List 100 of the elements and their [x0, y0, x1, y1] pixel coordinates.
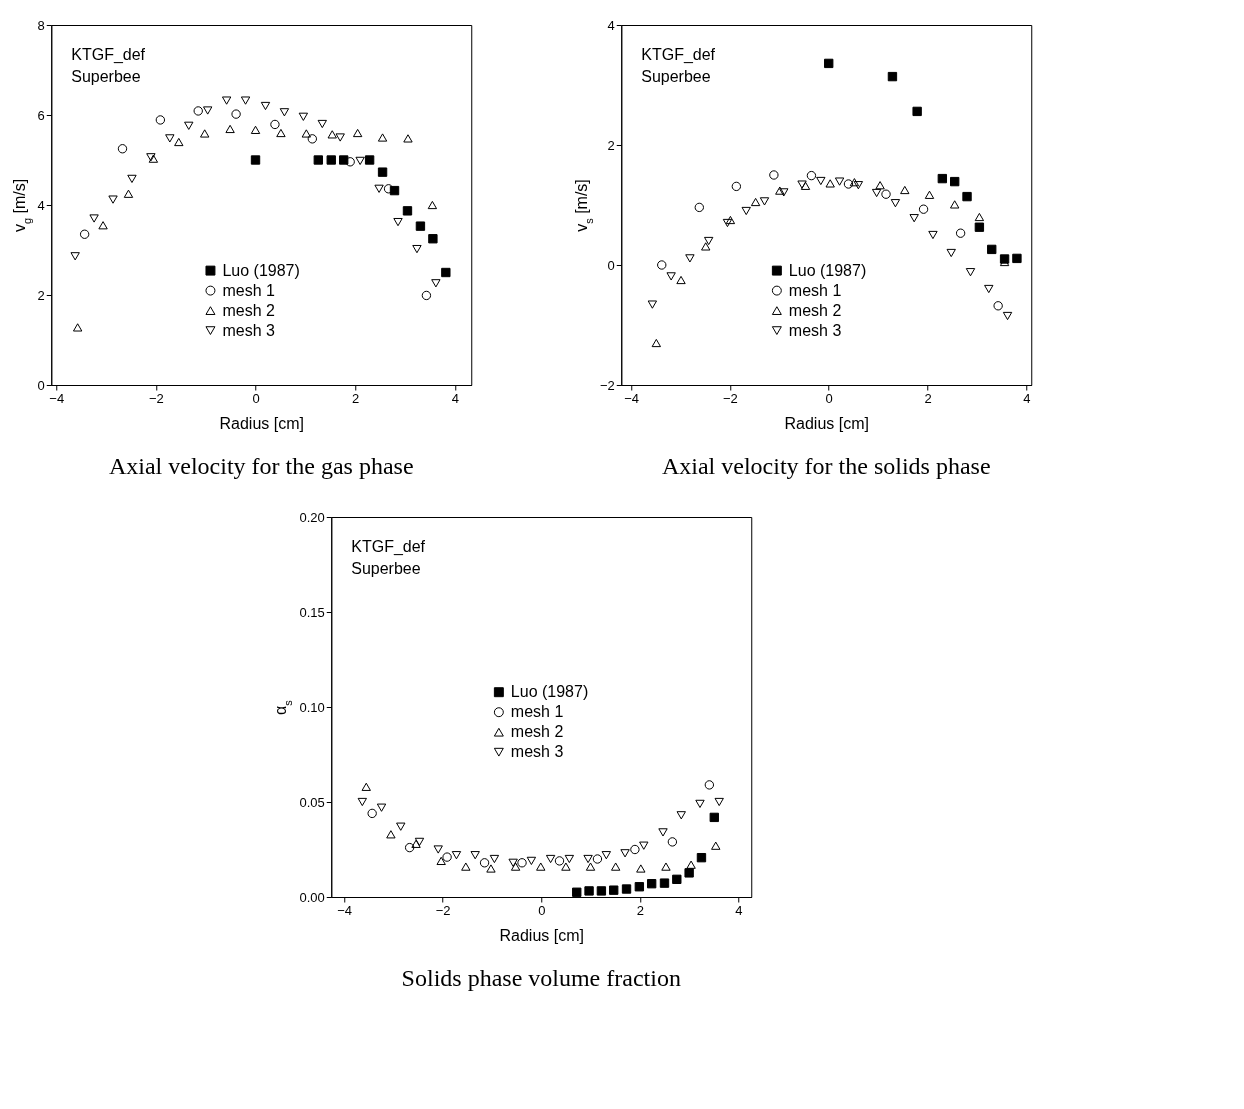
point: [572, 887, 582, 897]
point: [326, 155, 336, 165]
point: [667, 837, 678, 847]
point: [704, 780, 715, 790]
point: [912, 106, 922, 117]
point: [428, 234, 438, 244]
point: [377, 167, 388, 177]
x-tick-label: −2: [723, 390, 738, 406]
point: [684, 868, 694, 878]
legend-label: Luo (1987): [222, 261, 300, 279]
x-axis-title: Radius [cm]: [784, 414, 869, 432]
point: [561, 862, 571, 871]
point: [987, 244, 997, 255]
point: [250, 125, 261, 134]
point: [536, 862, 546, 871]
point: [611, 862, 621, 871]
point: [415, 221, 426, 231]
point: [279, 108, 290, 117]
y-tick-label: 0.10: [299, 699, 325, 715]
x-tick-label: 4: [451, 390, 459, 406]
point: [853, 181, 864, 190]
point: [651, 338, 662, 348]
point: [377, 133, 388, 142]
point: [357, 797, 367, 807]
point: [937, 173, 948, 184]
x-axis-title: Radius [cm]: [499, 926, 584, 944]
point: [750, 197, 761, 207]
point: [123, 189, 134, 198]
point: [887, 71, 898, 82]
legend-label: mesh 3: [510, 743, 564, 761]
point: [928, 230, 938, 240]
x-tick-label: −4: [49, 390, 65, 406]
point: [479, 858, 490, 868]
point: [174, 137, 184, 147]
point: [270, 119, 280, 130]
point: [825, 179, 835, 188]
text: Axial velocity for the gas phase: [108, 453, 414, 479]
x-tick-label: 2: [352, 390, 360, 406]
x-tick-label: −2: [435, 902, 451, 918]
point: [950, 176, 960, 187]
point: [646, 879, 657, 889]
point: [800, 181, 811, 190]
point: [193, 106, 203, 116]
point: [843, 179, 854, 189]
point: [875, 181, 885, 190]
annotation: Superbee: [641, 68, 711, 85]
point: [711, 841, 721, 850]
point: [404, 842, 415, 853]
point: [657, 260, 667, 270]
point: [489, 854, 500, 864]
y-tick-label: 2: [37, 287, 45, 303]
point: [117, 144, 128, 154]
y-tick-label: 0.15: [299, 604, 325, 620]
point: [433, 845, 443, 854]
point: [361, 782, 371, 791]
legend-label: mesh 2: [222, 301, 276, 319]
point: [620, 849, 630, 858]
point: [108, 195, 118, 204]
point: [307, 134, 317, 144]
point: [881, 189, 891, 199]
point: [427, 200, 438, 210]
annotation: KTGF_def: [71, 46, 146, 64]
y-tick-label: 0.20: [299, 509, 325, 525]
point: [621, 884, 632, 894]
point: [993, 301, 1003, 311]
point: [759, 197, 770, 206]
legend-label: mesh 1: [222, 281, 276, 299]
y-tick-label: 0: [37, 377, 45, 393]
point: [146, 153, 156, 162]
point: [694, 202, 704, 213]
point: [517, 858, 527, 868]
point: [585, 862, 596, 871]
point: [647, 300, 658, 309]
y-tick-label: 4: [607, 17, 615, 33]
point: [184, 121, 194, 130]
legend-label: Luo (1987): [510, 683, 589, 701]
point: [386, 830, 396, 839]
point: [200, 129, 210, 138]
point: [221, 96, 232, 105]
point: [355, 156, 365, 166]
point: [79, 229, 90, 239]
point: [955, 228, 966, 238]
point: [630, 844, 640, 855]
point: [834, 177, 845, 186]
point: [396, 822, 406, 831]
point: [367, 808, 377, 819]
point: [731, 181, 742, 192]
point: [696, 852, 707, 863]
point: [364, 155, 375, 165]
point: [974, 222, 985, 232]
point: [824, 58, 834, 69]
point: [676, 275, 686, 285]
legend-label: mesh 1: [510, 703, 564, 721]
point: [924, 190, 935, 199]
point: [89, 214, 99, 223]
point: [352, 128, 363, 138]
point: [431, 279, 441, 288]
point: [816, 176, 826, 186]
point: [260, 101, 271, 111]
point: [1012, 253, 1022, 264]
